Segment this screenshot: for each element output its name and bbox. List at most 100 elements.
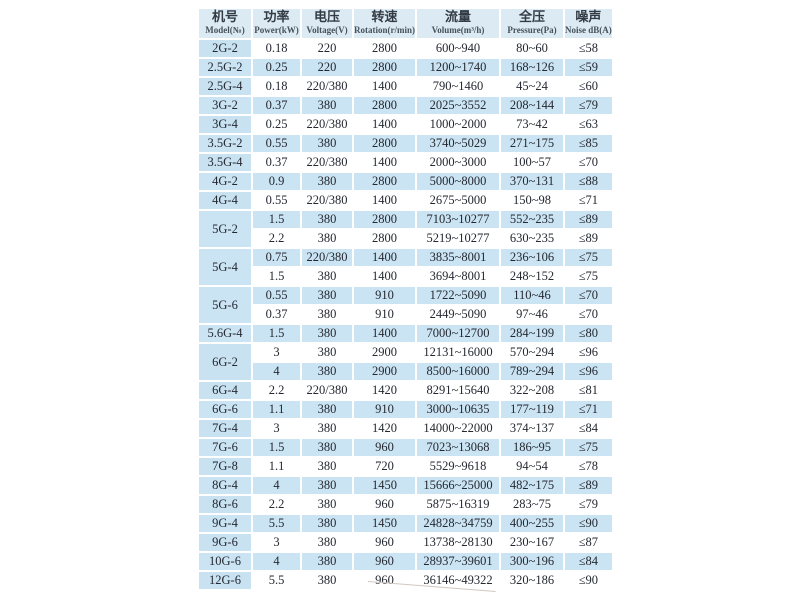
- volume-cell: 1200~1740: [415, 57, 501, 78]
- table-row: 2.5G-2 0.25 220 2800 1200~1740 168~126 ≤59: [197, 57, 614, 78]
- volume-cell: 2025~3552: [415, 95, 501, 116]
- model-cell: 7G-8: [197, 456, 253, 477]
- pressure-cell: 73~42: [499, 114, 565, 135]
- table-row: 8G-6 2.2 380 960 5875~16319 283~75 ≤79: [197, 494, 614, 515]
- noise-cell: ≤79: [563, 494, 614, 515]
- noise-cell: ≤87: [563, 532, 614, 553]
- power-cell: 0.75: [251, 247, 302, 268]
- column-header-power: 功率 Power(kW): [251, 7, 302, 40]
- voltage-cell: 380: [300, 304, 354, 325]
- pressure-cell: 230~167: [499, 532, 565, 553]
- noise-cell: ≤60: [563, 76, 614, 97]
- pressure-cell: 552~235: [499, 209, 565, 230]
- rotation-cell: 2800: [352, 133, 417, 154]
- volume-cell: 2000~3000: [415, 152, 501, 173]
- volume-cell: 12131~16000: [415, 342, 501, 363]
- noise-cell: ≤84: [563, 551, 614, 572]
- table-row: 6G-4 2.2 220/380 1420 8291~15640 322~208 ≤81: [197, 380, 614, 401]
- spec-table-body: 2G-2 0.18 220 2800 600~940 80~60 ≤58 2.5G-2 0.25…: [197, 38, 614, 591]
- noise-cell: ≤79: [563, 95, 614, 116]
- voltage-cell: 380: [300, 532, 354, 553]
- table-row: 6G-2 3 380 2900 12131~16000 570~294 ≤96: [197, 342, 614, 382]
- power-cell: 0.25: [251, 57, 302, 78]
- pressure-cell: 168~126: [499, 57, 565, 78]
- model-cell: 7G-6: [197, 437, 253, 458]
- table-row: 7G-6 1.5 380 960 7023~13068 186~95 ≤75: [197, 437, 614, 458]
- column-header-pressure: 全压 Pressure(Pa): [499, 7, 565, 40]
- model-cell: 2.5G-2: [197, 57, 253, 78]
- voltage-cell: 380: [300, 418, 354, 439]
- rotation-cell: 1400: [352, 247, 417, 268]
- volume-cell: 3835~8001: [415, 247, 501, 268]
- power-cell: 1.5: [251, 266, 302, 287]
- column-header-volume: 流量 Volume(m³/h): [415, 7, 501, 40]
- power-cell: 0.55: [251, 190, 302, 211]
- pressure-cell: 374~137: [499, 418, 565, 439]
- rotation-cell: 910: [352, 304, 417, 325]
- voltage-cell: 380: [300, 285, 354, 306]
- voltage-cell: 380: [300, 437, 354, 458]
- power-cell: 2.2: [251, 228, 302, 249]
- pressure-cell: 400~255: [499, 513, 565, 534]
- table-row: 7G-4 3 380 1420 14000~22000 374~137 ≤84: [197, 418, 614, 439]
- noise-cell: ≤89: [563, 228, 614, 249]
- model-cell: 4G-4: [197, 190, 253, 211]
- voltage-cell: 220/380: [300, 152, 354, 173]
- model-cell: 7G-4: [197, 418, 253, 439]
- header-rotation-en: Rotation(r/min): [354, 24, 415, 35]
- model-cell: 8G-4: [197, 475, 253, 496]
- rotation-cell: 1450: [352, 475, 417, 496]
- noise-cell: ≤96: [563, 361, 614, 382]
- table-row: 2.5G-4 0.18 220/380 1400 790~1460 45~24 ≤60: [197, 76, 614, 97]
- power-cell: 0.55: [251, 133, 302, 154]
- model-cell: 5G-2: [197, 209, 253, 249]
- table-header-row: 机号 Model(№) 功率 Power(kW) 电压 Voltage(V) 转…: [197, 7, 614, 40]
- voltage-cell: 220/380: [300, 190, 354, 211]
- noise-cell: ≤90: [563, 513, 614, 534]
- volume-cell: 8500~16000: [415, 361, 501, 382]
- volume-cell: 7023~13068: [415, 437, 501, 458]
- pressure-cell: 97~46: [499, 304, 565, 325]
- voltage-cell: 380: [300, 399, 354, 420]
- model-cell: 3G-4: [197, 114, 253, 135]
- power-cell: 3: [251, 532, 302, 553]
- pressure-cell: 271~175: [499, 133, 565, 154]
- noise-cell: ≤89: [563, 475, 614, 496]
- noise-cell: ≤89: [563, 209, 614, 230]
- rotation-cell: 960: [352, 437, 417, 458]
- table-row: 5G-2 1.5 380 2800 7103~10277 552~235 ≤89: [197, 209, 614, 249]
- pressure-cell: 80~60: [499, 38, 565, 59]
- rotation-cell: 910: [352, 399, 417, 420]
- table-row: 10G-6 4 380 960 28937~39601 300~196 ≤84: [197, 551, 614, 572]
- voltage-cell: 380: [300, 209, 354, 230]
- voltage-cell: 380: [300, 456, 354, 477]
- power-cell: 0.25: [251, 114, 302, 135]
- power-cell: 0.37: [251, 152, 302, 173]
- model-cell: 6G-6: [197, 399, 253, 420]
- table-row: 4G-2 0.9 380 2800 5000~8000 370~131 ≤88: [197, 171, 614, 192]
- rotation-cell: 1400: [352, 76, 417, 97]
- table-row: 4 380 2900 8500~16000 789~294 ≤96: [198, 361, 614, 382]
- header-power-zh: 功率: [263, 10, 290, 26]
- header-noise-zh: 噪声: [575, 10, 602, 26]
- pressure-cell: 94~54: [499, 456, 565, 477]
- rotation-cell: 960: [352, 570, 417, 591]
- model-cell: 6G-2: [197, 342, 253, 382]
- power-cell: 1.5: [251, 437, 302, 458]
- rotation-cell: 2800: [352, 228, 417, 249]
- rotation-cell: 1400: [352, 323, 417, 344]
- rotation-cell: 2800: [352, 209, 417, 230]
- voltage-cell: 380: [300, 133, 354, 154]
- power-cell: 4: [251, 475, 302, 496]
- table-row: 3G-2 0.37 380 2800 2025~3552 208~144 ≤79: [197, 95, 614, 116]
- table-row: 9G-4 5.5 380 1450 24828~34759 400~255 ≤90: [197, 513, 614, 534]
- header-model-zh: 机号: [211, 10, 238, 26]
- header-volume-en: Volume(m³/h): [431, 24, 485, 35]
- voltage-cell: 380: [300, 551, 354, 572]
- voltage-cell: 380: [300, 494, 354, 515]
- volume-cell: 15666~25000: [415, 475, 501, 496]
- rotation-cell: 1400: [352, 114, 417, 135]
- model-cell: 6G-4: [197, 380, 253, 401]
- model-cell: 3G-2: [197, 95, 253, 116]
- model-cell: 2G-2: [197, 38, 253, 59]
